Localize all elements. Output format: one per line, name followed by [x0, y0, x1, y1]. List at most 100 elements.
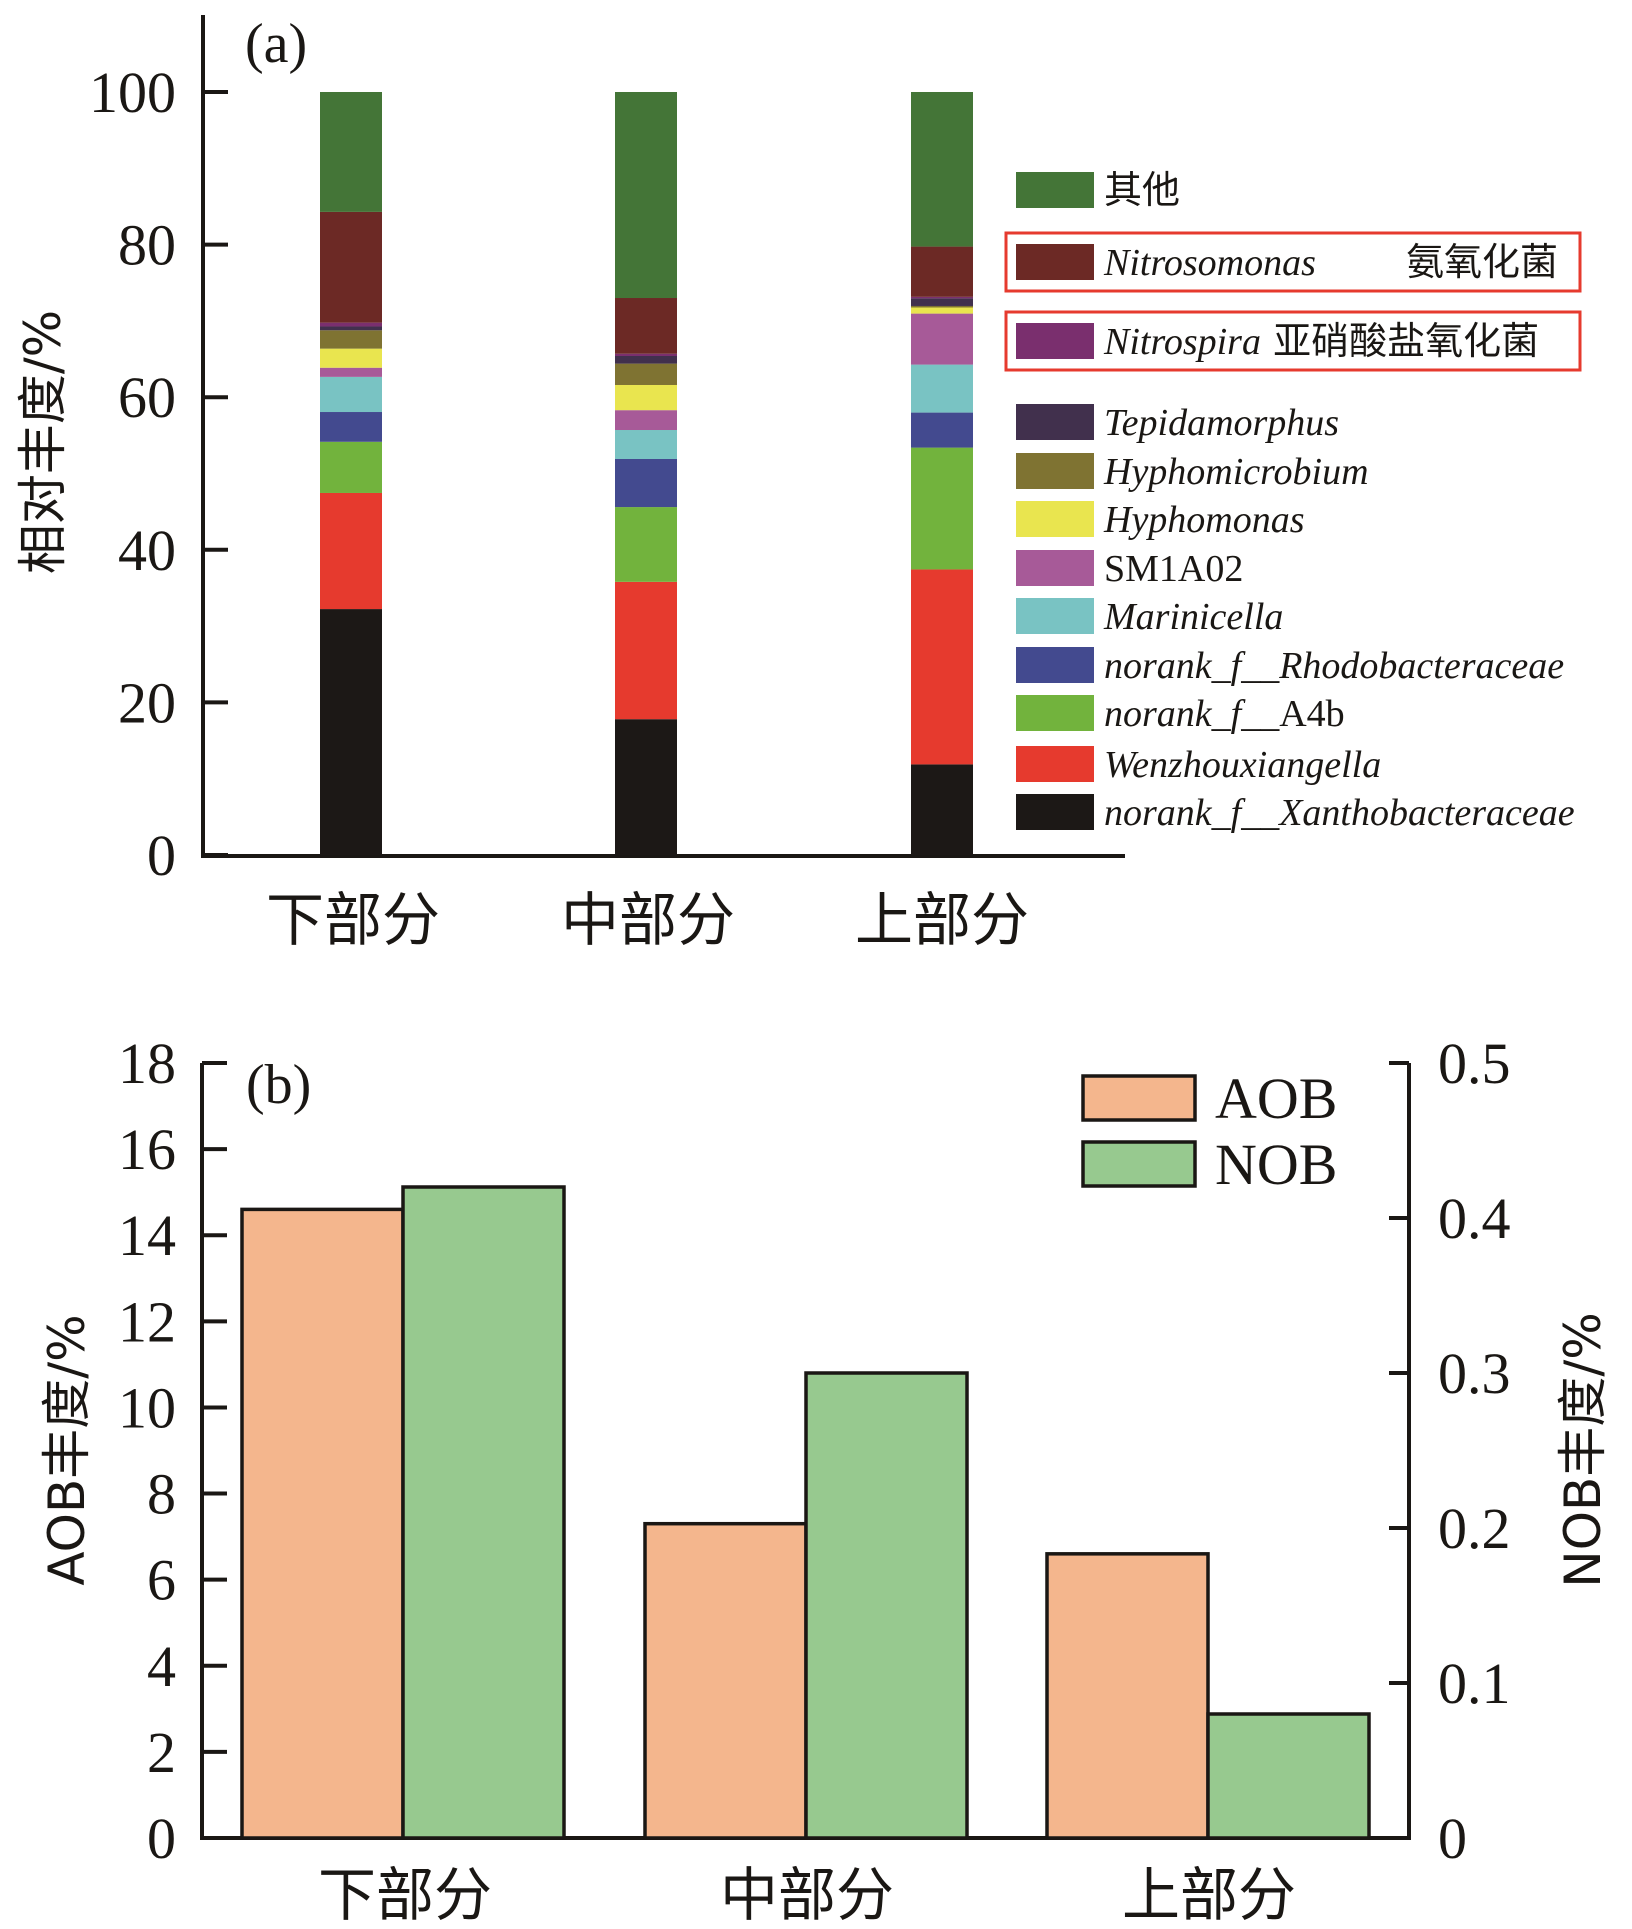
- legend-swatch: [1016, 550, 1094, 586]
- panel-b-left-tick-label: 4: [147, 1634, 176, 1699]
- panel-a-bar-segment: [320, 322, 382, 327]
- panel-a-bar-segment: [911, 313, 973, 365]
- panel-b-right-axis-title: NOB丰度/%: [1554, 1312, 1612, 1587]
- panel-a-label: (a): [245, 13, 307, 75]
- legend-label-part: Marinicella: [1103, 596, 1283, 638]
- panel-b-left-tick-label: 2: [147, 1720, 176, 1785]
- panel-b-right-tick-label: 0.3: [1438, 1341, 1511, 1406]
- panel-a-y-tick-label: 40: [118, 518, 176, 583]
- panel-b-left-tick-label: 14: [118, 1203, 176, 1268]
- panel-b: (b) AOB丰度/% NOB丰度/% 0 2 4 6 8 10 12 14 16 18 0 0.1…: [38, 1031, 1612, 1929]
- panel-a-bar-segment: [615, 507, 677, 582]
- panel-b-category-label: 下部分: [318, 1861, 492, 1929]
- legend-label-part: A4b: [1279, 693, 1344, 735]
- panel-a-category-label: 上部分: [855, 886, 1029, 954]
- panel-a-bar-segment: [320, 330, 382, 349]
- panel-a-bar-segment: [911, 764, 973, 855]
- panel-b-bar-nob: [1206, 1712, 1371, 1840]
- panel-a-bar-segment: [615, 355, 677, 364]
- panel-a-bar-segment: [320, 367, 382, 377]
- panel-b-label: (b): [246, 1054, 311, 1116]
- panel-a-bar-segment: [615, 298, 677, 354]
- panel-a-category-label: 中部分: [561, 886, 735, 954]
- legend-swatch: [1016, 404, 1094, 440]
- legend-label-part: Hyphomonas: [1103, 499, 1305, 541]
- panel-b-legend-label: NOB: [1215, 1132, 1337, 1197]
- panel-b-left-tick-label: 8: [147, 1462, 176, 1527]
- panel-a-bar-segment: [320, 412, 382, 442]
- panel-a-bar-segment: [615, 353, 677, 356]
- panel-b-right-tick-label: 0.5: [1438, 1031, 1511, 1096]
- legend-swatch: [1016, 598, 1094, 634]
- panel-b-category-label: 中部分: [720, 1861, 894, 1929]
- panel-a-bar-segment: [615, 459, 677, 508]
- panel-a-y-tick-label: 0: [147, 823, 176, 888]
- panel-a-bar-segment: [615, 430, 677, 460]
- legend-label-part: 亚硝酸盐氧化菌: [1261, 319, 1539, 363]
- legend-label-part: 其他: [1104, 168, 1180, 212]
- panel-a-bar-segment: [911, 92, 973, 247]
- panel-b-left-axis-title: AOB丰度/%: [38, 1314, 96, 1585]
- panel-b-left-tick-label: 0: [147, 1806, 176, 1871]
- legend-swatch: [1016, 647, 1094, 683]
- legend-label: Nitrosomonas 氨氧化菌: [1103, 240, 1558, 284]
- panel-a-bar-segment: [320, 326, 382, 331]
- panel-b-legend-swatch: [1081, 1074, 1197, 1122]
- legend-label: norank_f__Xanthobacteraceae: [1104, 792, 1575, 834]
- legend-label-part: Nitrosomonas: [1103, 242, 1316, 284]
- legend-swatch: [1016, 323, 1094, 359]
- panel-b-bar-nob: [401, 1185, 566, 1840]
- legend-label: Nitrospira 亚硝酸盐氧化菌: [1103, 319, 1539, 363]
- legend-label-part: Hyphomicrobium: [1103, 451, 1369, 493]
- panel-a-bar-segment: [615, 581, 677, 720]
- panel-a-bar-segment: [320, 609, 382, 855]
- legend-label: norank_f__Rhodobacteraceae: [1104, 645, 1564, 687]
- panel-a-bar-segment: [320, 348, 382, 368]
- legend-label-part: 氨氧化菌: [1406, 240, 1558, 284]
- panel-a-category-label: 下部分: [266, 886, 440, 954]
- panel-b-bar-aob: [643, 1521, 808, 1840]
- panel-b-left-tick-label: 18: [118, 1031, 176, 1096]
- legend-label-part: norank_f__Xanthobacteraceae: [1104, 792, 1575, 834]
- legend-highlight-box: [1004, 231, 1582, 293]
- legend-label: Marinicella: [1103, 596, 1283, 638]
- legend-label: Wenzhouxiangella: [1104, 744, 1381, 786]
- panel-a-bar-segment: [615, 384, 677, 411]
- panel-b-right-tick-label: 0.4: [1438, 1186, 1511, 1251]
- legend-swatch: [1016, 695, 1094, 731]
- panel-b-right-tick-label: 0.2: [1438, 1496, 1511, 1561]
- panel-a: (a) 相对丰度/% 0 20 40 60 80 100 下部分 中部分 上部分 其他 Nitr…: [14, 13, 1582, 954]
- panel-a-bar-segment: [615, 719, 677, 855]
- panel-a-y-tick-label: 100: [89, 60, 176, 125]
- legend-label-part: norank_f__: [1104, 693, 1280, 735]
- panel-a-bar-segment: [320, 211, 382, 323]
- panel-a-bar-segment: [615, 92, 677, 299]
- panel-b-legend-label: AOB: [1215, 1066, 1337, 1131]
- panel-a-bar-segment: [911, 447, 973, 570]
- panel-a-bar-segment: [911, 305, 973, 308]
- legend-swatch: [1016, 244, 1094, 280]
- legend-label: Tepidamorphus: [1104, 402, 1339, 444]
- panel-a-bar-segment: [615, 410, 677, 431]
- panel-a-y-tick-label: 20: [118, 670, 176, 735]
- legend-label-part: Tepidamorphus: [1104, 402, 1339, 444]
- legend-label: 其他: [1104, 168, 1180, 212]
- legend-label-part: norank_f__Rhodobacteraceae: [1104, 645, 1564, 687]
- panel-a-bar-segment: [911, 296, 973, 299]
- panel-b-left-tick-label: 10: [118, 1375, 176, 1440]
- panel-b-bar-aob: [240, 1207, 405, 1840]
- panel-a-bar-segment: [615, 363, 677, 385]
- panel-a-y-tick-label: 60: [118, 365, 176, 430]
- legend-label: Hyphomicrobium: [1103, 451, 1369, 493]
- legend-swatch: [1016, 746, 1094, 782]
- panel-b-bar-aob: [1045, 1552, 1210, 1840]
- legend-highlight-box: [1004, 310, 1582, 372]
- legend-swatch: [1016, 794, 1094, 830]
- panel-b-left-tick-label: 12: [118, 1289, 176, 1354]
- panel-a-bar-segment: [911, 364, 973, 413]
- legend-swatch: [1016, 501, 1094, 537]
- panel-b-left-tick-label: 6: [147, 1548, 176, 1613]
- legend-label-part: Nitrospira: [1103, 321, 1261, 363]
- panel-a-bar-segment: [320, 92, 382, 212]
- panel-b-left-tick-label: 16: [118, 1117, 176, 1182]
